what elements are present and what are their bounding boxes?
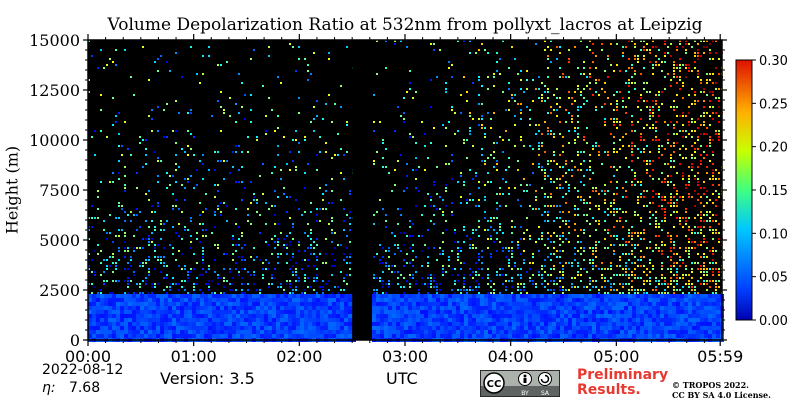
colorbar-gradient <box>736 60 752 320</box>
colorbar-tick-label: 0.00 <box>759 314 788 329</box>
colorbar-ticks: 0.000.050.100.150.200.250.30 <box>752 54 788 329</box>
